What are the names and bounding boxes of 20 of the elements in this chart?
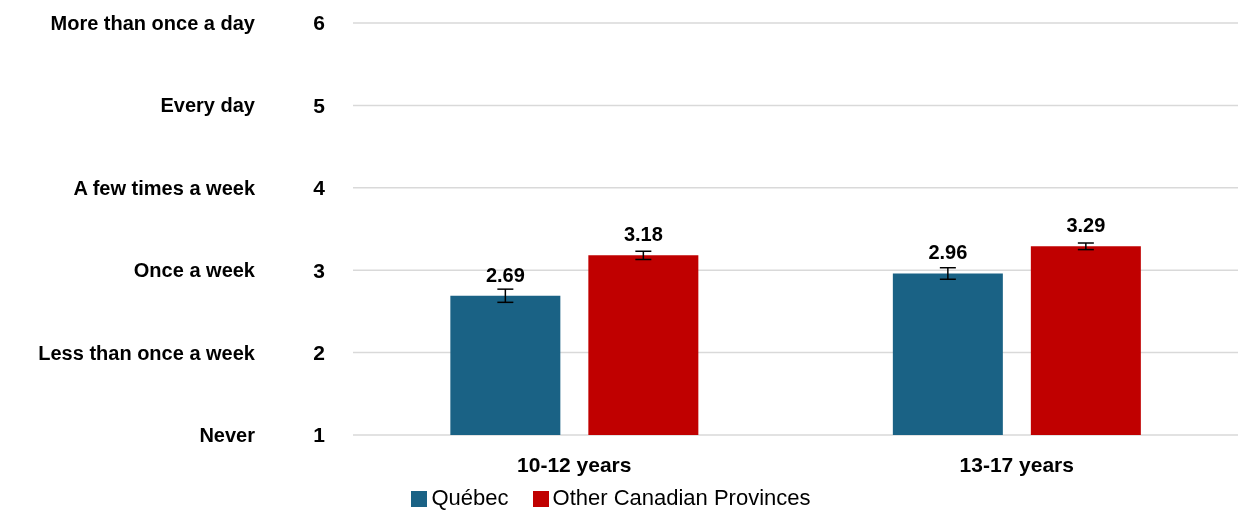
- text: Less than once a week: [38, 341, 256, 364]
- data-label: 3.18: [623, 223, 663, 246]
- data-label: 3.29: [1066, 214, 1106, 237]
- text: More than once a day: [50, 12, 256, 34]
- legend-label: Québec: [431, 485, 509, 510]
- data-label: 2.69: [485, 263, 525, 286]
- y-tick-label: 3: [313, 258, 325, 282]
- data-label: 2.96: [928, 241, 968, 264]
- text: A few times a week: [73, 176, 256, 199]
- text: Every day: [160, 94, 256, 117]
- x-tick-label: 13-17 years: [959, 452, 1074, 476]
- y-tick-label: 5: [313, 93, 326, 117]
- y-tick-label: 2: [313, 340, 325, 364]
- legend-label: Other Canadian Provinces: [552, 485, 811, 510]
- text: Never: [199, 424, 256, 446]
- y-tick-label: 1: [313, 423, 326, 447]
- y-tick-label: 6: [313, 11, 325, 35]
- x-tick-label: 10-12 years: [517, 452, 632, 476]
- y-tick-label: 4: [313, 176, 326, 200]
- text: Once a week: [133, 259, 256, 282]
